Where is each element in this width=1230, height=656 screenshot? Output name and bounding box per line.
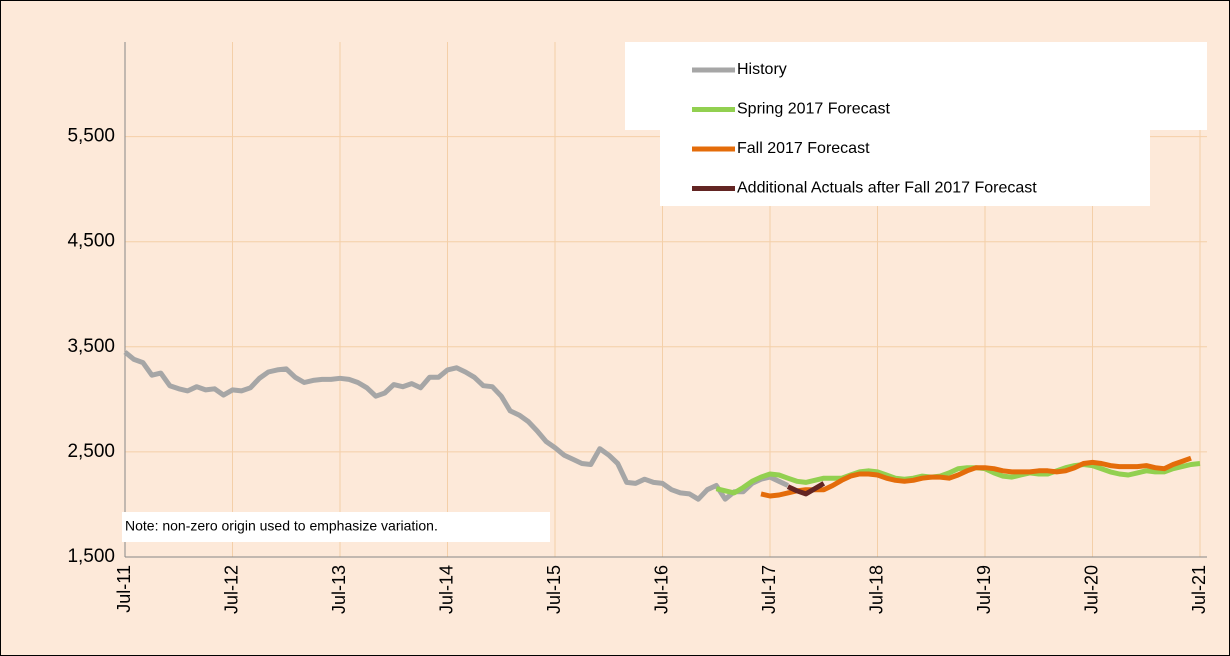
legend-label: Additional Actuals after Fall 2017 Forec… bbox=[737, 180, 1037, 197]
y-tick-label: 4,500 bbox=[67, 231, 115, 252]
x-tick-label: Jul-20 bbox=[1081, 565, 1101, 614]
series-line bbox=[123, 350, 789, 502]
x-tick-label: Jul-12 bbox=[221, 565, 241, 614]
legend-box bbox=[625, 42, 1150, 130]
series-line bbox=[786, 481, 826, 497]
y-tick-label: 5,500 bbox=[67, 126, 115, 147]
x-tick-label: Jul-17 bbox=[759, 565, 779, 614]
note-box bbox=[122, 512, 550, 542]
legend: History Spring 2017 Forecast Fall 2017 For… bbox=[625, 42, 1207, 206]
x-tick-label: Jul-16 bbox=[651, 565, 671, 614]
y-tick-label: 2,500 bbox=[67, 441, 115, 462]
legend-label: History bbox=[737, 61, 787, 78]
legend-box bbox=[660, 122, 1150, 206]
legend-label: Fall 2017 Forecast bbox=[737, 140, 870, 157]
x-tick-label: Jul-15 bbox=[544, 565, 564, 614]
x-tick-label: Jul-18 bbox=[866, 565, 886, 614]
annotation: Note: non-zero origin used to emphasize … bbox=[125, 518, 438, 534]
series-line bbox=[715, 461, 1201, 496]
y-tick-label: 3,500 bbox=[67, 336, 115, 357]
y-tick-label: 1,500 bbox=[67, 546, 115, 567]
series-line bbox=[760, 455, 1192, 499]
x-tick-label: Jul-14 bbox=[436, 565, 456, 614]
x-tick-label: Jul-19 bbox=[974, 565, 994, 614]
x-tick-label: Jul-21 bbox=[1189, 565, 1209, 614]
legend-label: Spring 2017 Forecast bbox=[737, 101, 891, 118]
legend-box bbox=[1150, 42, 1207, 130]
x-tick-label: Jul-11 bbox=[114, 565, 134, 613]
x-tick-label: Jul-13 bbox=[329, 565, 349, 614]
plot bbox=[123, 350, 1201, 502]
